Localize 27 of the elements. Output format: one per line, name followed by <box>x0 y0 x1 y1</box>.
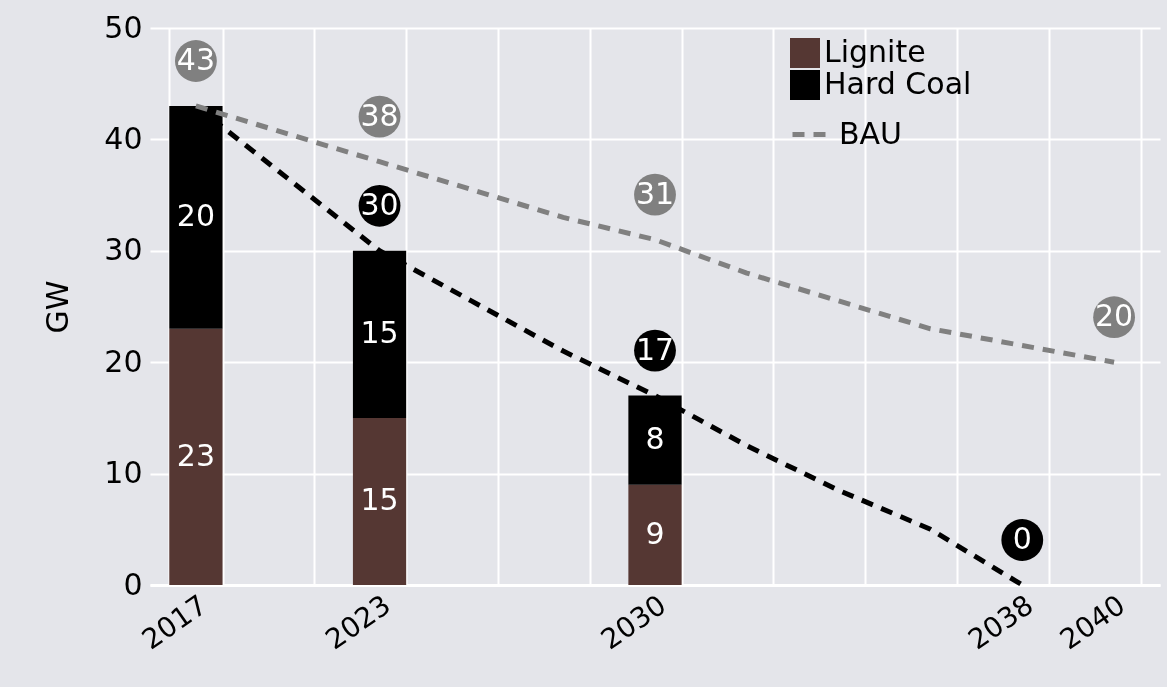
y-tick-label: 20 <box>104 343 143 379</box>
bar <box>628 484 682 585</box>
bar <box>628 395 682 485</box>
bar <box>352 417 407 585</box>
legend-label: BAU <box>839 115 903 151</box>
legend-label: Lignite <box>824 34 926 69</box>
bar <box>169 328 223 585</box>
data-label: 43 <box>176 41 215 77</box>
data-label: 15 <box>360 315 399 351</box>
y-tick-label: 30 <box>104 232 143 268</box>
data-label: 0 <box>1012 521 1032 556</box>
y-tick-label: 40 <box>104 120 143 156</box>
y-tick-label: 0 <box>123 566 143 602</box>
data-label: 9 <box>645 515 665 551</box>
data-label: 38 <box>360 97 399 133</box>
data-label: 15 <box>360 482 399 518</box>
bar <box>352 250 407 418</box>
y-tick-label: 50 <box>104 9 143 45</box>
y-tick-label: 10 <box>104 455 143 491</box>
y-axis-title: GW <box>40 280 76 334</box>
data-label: 30 <box>360 186 399 222</box>
data-label: 23 <box>176 437 215 473</box>
data-label: 8 <box>645 421 665 457</box>
data-label: 20 <box>1095 298 1134 334</box>
data-label: 31 <box>635 175 675 211</box>
data-label: 17 <box>635 331 675 367</box>
data-label: 20 <box>176 198 215 234</box>
